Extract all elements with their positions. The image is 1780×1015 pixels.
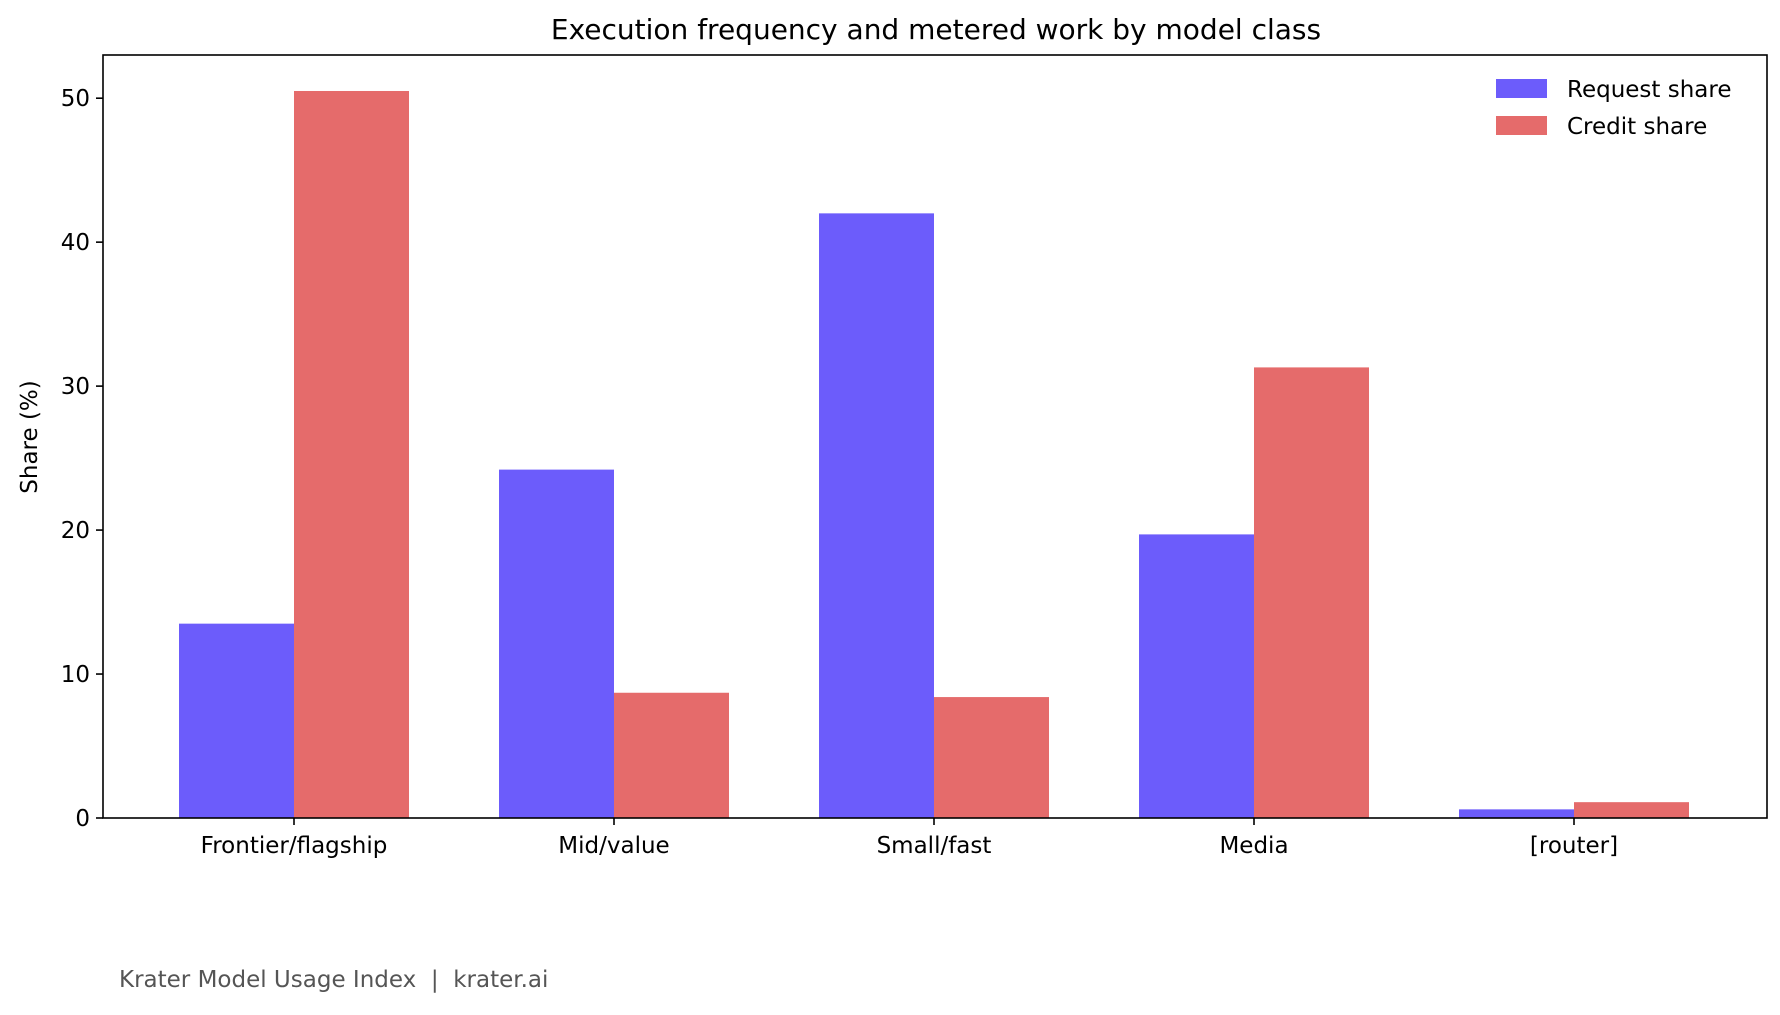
y-tick-label: 10 <box>61 662 90 688</box>
y-tick-label: 30 <box>61 374 90 400</box>
bar-request-share-0 <box>179 623 294 818</box>
x-axis-ticks: Frontier/flagship Mid/value Small/fast Medi… <box>201 818 1618 859</box>
bar-request-share-3 <box>1139 534 1254 818</box>
legend: Request share Credit share <box>1496 77 1732 140</box>
bar-credit-share-4 <box>1574 802 1689 818</box>
x-tick-label: Small/fast <box>877 833 992 859</box>
bar-credit-share-0 <box>294 90 409 819</box>
legend-swatch-request-share <box>1496 79 1547 98</box>
footer-attribution: Krater Model Usage Index | krater.ai <box>119 967 549 993</box>
x-tick-label: Frontier/flagship <box>201 833 388 859</box>
bars-group <box>179 90 1689 819</box>
x-tick-label: Mid/value <box>558 833 669 859</box>
y-tick-label: 40 <box>61 230 90 256</box>
y-axis-label: Share (%) <box>17 380 43 493</box>
legend-swatch-credit-share <box>1496 116 1547 135</box>
bar-credit-share-3 <box>1254 367 1369 818</box>
plot-frame <box>102 54 1768 819</box>
legend-label-credit-share: Credit share <box>1567 114 1707 140</box>
bar-request-share-1 <box>499 469 614 818</box>
y-tick-label: 20 <box>61 518 90 544</box>
bar-request-share-2 <box>819 213 934 818</box>
bar-credit-share-1 <box>614 692 729 818</box>
bar-request-share-4 <box>1459 809 1574 818</box>
legend-label-request-share: Request share <box>1567 77 1732 103</box>
y-axis-ticks: 0 10 20 30 40 50 <box>61 86 103 832</box>
x-tick-label: [router] <box>1530 833 1618 859</box>
chart-title: Execution frequency and metered work by … <box>551 13 1321 46</box>
x-tick-label: Media <box>1219 833 1288 859</box>
y-tick-label: 0 <box>75 806 90 832</box>
bar-credit-share-2 <box>934 697 1049 818</box>
y-tick-label: 50 <box>61 86 90 112</box>
